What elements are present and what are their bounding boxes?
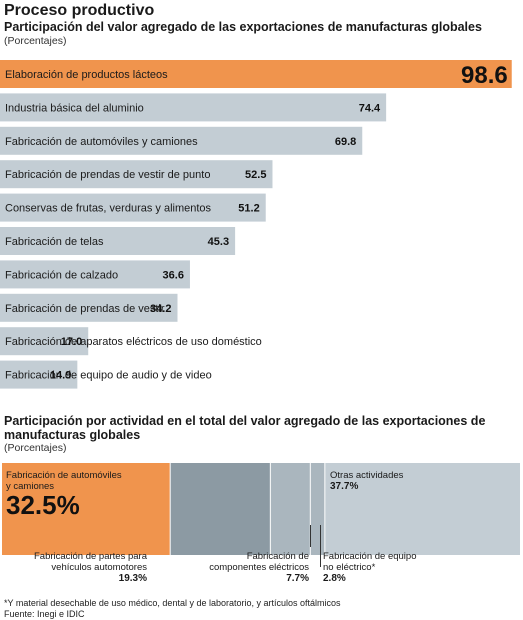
annotation-value: 2.8% [323,573,346,584]
segment-label-otras: Otras actividades [330,470,404,481]
bar-label-3: Fabricación de prendas de vestir de punt… [5,169,210,181]
source: Fuente: Inegi e IDIC [4,609,85,619]
bar-label-9: Fabricación de equipo de audio y de vide… [5,370,212,382]
bar-7 [0,293,178,322]
segment-label-automoviles: Fabricación de automóviles y camiones [6,470,156,492]
bar-chart-title: Participación del valor agregado de las … [4,20,482,34]
annotation-line: componentes eléctricos [209,562,309,573]
bar-label-2: Fabricación de automóviles y camiones [5,136,198,148]
bar-value-5: 45.3 [208,236,229,248]
stack-segment-2 [270,463,310,555]
bar-label-4: Conservas de frutas, verduras y alimento… [5,203,212,215]
stack-segment-0 [2,463,170,555]
annotation-line: no eléctrico* [323,562,376,573]
segment-value-otras: 37.7% [330,481,359,492]
leader-line-componentes [310,525,311,547]
segment-label-line: Fabricación de automóviles [6,470,122,481]
bar-label-7: Fabricación de prendas de vestir [5,303,165,315]
bar-8 [0,327,89,356]
bar-value-0: 98.6 [461,62,508,89]
leader-line-equipo [320,525,321,567]
annotation-line: vehículos automotores [51,562,147,573]
bar-value-1: 74.4 [359,102,381,114]
annotation-componentes: Fabricación de componentes eléctricos 7.… [179,551,309,584]
bar-0 [0,60,512,88]
bar-value-7: 34.2 [150,303,171,315]
bar-value-4: 51.2 [238,203,259,215]
bar-3 [0,160,273,189]
footnote: *Y material desechable de uso médico, de… [4,598,341,608]
annotation-line: Fabricación de [246,551,309,562]
stack-chart-unit: (Porcentajes) [4,442,67,454]
bar-value-3: 52.5 [245,169,266,181]
annotation-equipo: Fabricación de equipo no eléctrico* 2.8% [323,551,443,584]
annotation-value: 19.3% [118,573,147,584]
segment-label-line: y camiones [6,481,55,492]
bar-value-9: 14.9 [50,370,71,382]
bar-6 [0,260,190,289]
bar-label-1: Industria básica del aluminio [5,102,144,114]
bar-label-8: Fabricación de aparatos eléctricos de us… [5,336,262,348]
bar-label-6: Fabricación de calzado [5,269,118,281]
annotation-line: Fabricación de equipo [323,551,417,562]
bar-value-6: 36.6 [163,269,184,281]
bar-4 [0,193,266,222]
stack-chart-title: Participación por actividad en el total … [4,414,486,442]
bar-9 [0,360,78,389]
stack-segment-4 [325,463,520,555]
bar-5 [0,227,236,255]
stack-segment-3 [310,463,325,555]
bar-value-2: 69.8 [335,136,356,148]
annotation-value: 7.7% [286,573,309,584]
bar-1 [0,93,387,122]
stack-segment-1 [170,463,270,555]
bar-2 [0,126,363,155]
bar-label-5: Fabricación de telas [5,236,104,248]
segment-value-automoviles: 32.5% [6,490,80,520]
bar-value-8: 17.0 [61,336,82,348]
annotation-partes: Fabricación de partes para vehículos aut… [0,551,147,584]
main-title: Proceso productivo [4,2,155,19]
bar-label-0: Elaboración de productos lácteos [5,69,168,81]
annotation-line: Fabricación de partes para [33,551,147,562]
bar-chart-unit: (Porcentajes) [4,35,67,47]
